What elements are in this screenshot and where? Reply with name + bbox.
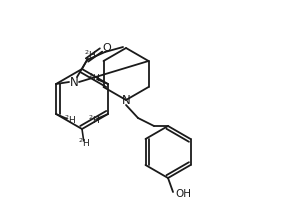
Text: OH: OH xyxy=(175,189,191,199)
Text: $^{2}$H: $^{2}$H xyxy=(84,49,96,61)
Text: $^{2}$H: $^{2}$H xyxy=(88,114,100,126)
Text: N: N xyxy=(122,94,131,107)
Text: $^{2}$H: $^{2}$H xyxy=(88,72,100,84)
Text: N: N xyxy=(70,76,78,89)
Text: $^{2}$H: $^{2}$H xyxy=(64,114,76,126)
Text: O: O xyxy=(103,43,111,53)
Text: $^{2}$H: $^{2}$H xyxy=(78,137,90,149)
